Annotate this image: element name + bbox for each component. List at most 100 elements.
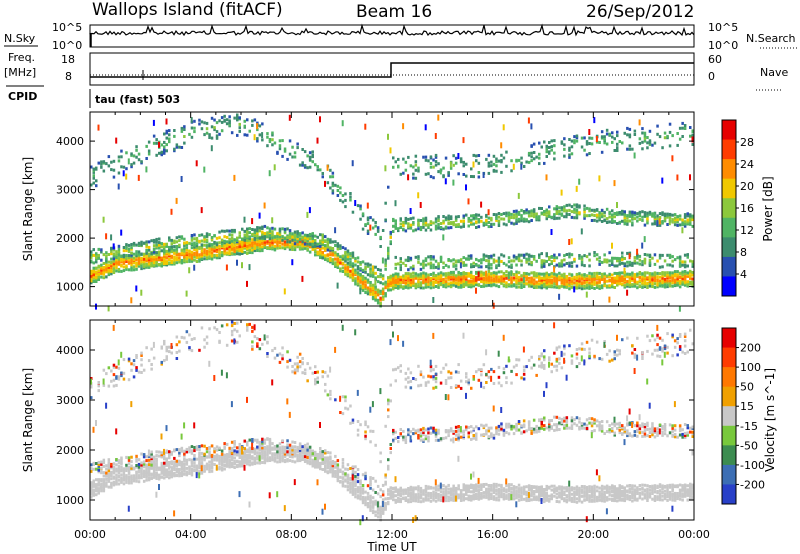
scatter-cell — [487, 283, 491, 287]
scatter-cell — [522, 282, 526, 286]
scatter-cell — [530, 254, 533, 258]
scatter-cell — [397, 229, 400, 233]
scatter-cell — [593, 214, 596, 217]
scatter-cell — [125, 474, 128, 478]
scatter-cell — [251, 244, 254, 248]
scatter-cell — [387, 249, 390, 252]
scatter-cell — [575, 205, 579, 209]
scatter-cell — [356, 271, 360, 275]
scatter-cell — [434, 217, 438, 221]
scatter-cell — [626, 264, 629, 268]
scatter-cell — [608, 284, 611, 288]
scatter-cell — [195, 242, 199, 246]
scatter-cell — [251, 345, 254, 349]
y-tick-label: 1000 — [56, 281, 84, 294]
scatter-cell — [568, 208, 571, 212]
scatter-cell — [324, 246, 327, 250]
scatter-cell — [208, 453, 211, 457]
scatter-cell — [384, 292, 387, 296]
scatter-cell — [243, 241, 246, 245]
scatter-cell — [490, 280, 493, 284]
scatter-cell — [361, 288, 365, 292]
scatter-cell — [178, 243, 181, 247]
scatter-cell — [555, 284, 559, 287]
scatter-cell — [588, 152, 591, 155]
scatter-cell — [130, 251, 133, 255]
scatter-cell — [142, 257, 146, 261]
scatter-cell — [158, 450, 161, 454]
scatter-cell — [404, 276, 408, 280]
scatter-cell — [236, 133, 239, 137]
scatter-cell — [470, 285, 473, 289]
scatter-cell — [495, 278, 498, 282]
scatter-cell — [414, 255, 418, 259]
scatter-cell — [475, 216, 478, 219]
scatter-cell — [678, 214, 682, 218]
scatter-cell — [170, 462, 173, 466]
scatter-cell — [543, 212, 546, 216]
scatter-cell — [324, 458, 327, 462]
scatter-cell — [190, 256, 194, 260]
scatter-cell — [253, 244, 257, 248]
scatter-cell — [505, 281, 508, 285]
scatter-cell — [538, 253, 541, 257]
scatter-cell — [100, 482, 103, 486]
scatter-cell — [150, 367, 153, 371]
scatter-cell — [230, 131, 234, 135]
scatter-cell — [462, 214, 465, 218]
scatter-cell — [117, 244, 121, 248]
scatter-cell — [570, 282, 574, 286]
scatter-cell — [487, 164, 491, 168]
scatter-cell — [389, 278, 392, 282]
scatter-cell — [319, 251, 322, 255]
scatter-cell — [349, 269, 352, 273]
scatter-cell — [142, 460, 146, 464]
scatter-cell — [286, 245, 289, 249]
scatter-cell — [522, 165, 526, 168]
scatter-cell — [409, 225, 413, 229]
scatter-cell — [603, 277, 606, 281]
velocity-scatter — [90, 320, 694, 526]
scatter-cell — [308, 157, 312, 161]
scatter-cell — [248, 227, 251, 231]
scatter-cell — [112, 252, 116, 256]
scatter-cell — [97, 247, 100, 251]
scatter-cell — [331, 240, 335, 244]
scatter-cell — [205, 252, 209, 256]
scatter-cell — [356, 282, 360, 286]
scatter-cell — [384, 294, 387, 298]
scatter-cell — [611, 140, 614, 144]
scatter-cell — [495, 164, 498, 168]
scatter-cell — [100, 160, 103, 164]
scatter-cell — [616, 264, 619, 268]
scatter-cell — [429, 223, 433, 226]
scatter-cell — [409, 256, 413, 260]
scatter-cell — [218, 446, 221, 450]
scatter-cell — [487, 277, 491, 281]
scatter-cell — [379, 235, 382, 239]
scatter-cell — [643, 136, 647, 140]
scatter-cell — [336, 259, 340, 263]
scatter-cell — [663, 271, 667, 275]
scatter-cell — [631, 275, 634, 279]
scatter-cell — [626, 214, 629, 218]
scatter-noise — [658, 218, 661, 225]
scatter-cell — [442, 215, 445, 218]
scatter-cell — [339, 191, 342, 195]
scatter-cell — [173, 255, 176, 259]
scatter-cell — [490, 218, 493, 222]
scatter-cell — [210, 116, 214, 120]
scatter-cell — [457, 215, 460, 219]
scatter-cell — [198, 348, 201, 352]
scatter-cell — [371, 273, 375, 277]
scatter-cell — [543, 264, 546, 268]
scatter-cell — [548, 211, 551, 215]
scatter-cell — [316, 376, 319, 380]
scatter-cell — [238, 454, 241, 458]
scatter-cell — [590, 272, 594, 276]
scatter-cell — [185, 340, 189, 344]
scatter-cell — [656, 280, 659, 284]
scatter-cell — [100, 263, 103, 267]
scatter-noise — [608, 296, 611, 303]
scatter-cell — [251, 329, 254, 333]
